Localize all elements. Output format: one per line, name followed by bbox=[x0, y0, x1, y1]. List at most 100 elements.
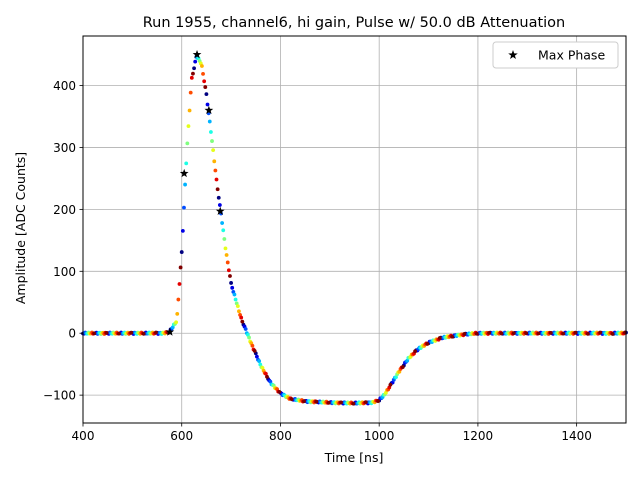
pulse-point bbox=[210, 139, 214, 143]
pulse-point bbox=[185, 141, 190, 146]
pulse-point bbox=[117, 331, 121, 336]
pulse-point bbox=[263, 371, 268, 376]
pulse-point bbox=[215, 187, 220, 192]
pulse-point bbox=[170, 325, 175, 330]
pulse-point bbox=[104, 331, 109, 335]
pulse-point bbox=[200, 64, 204, 68]
pulse-point bbox=[175, 312, 180, 316]
pulse-point bbox=[561, 331, 566, 336]
pulse-point bbox=[182, 205, 186, 210]
max-phase-star bbox=[165, 327, 175, 336]
x-tick-label: 600 bbox=[170, 429, 193, 443]
pulse-point bbox=[277, 389, 282, 394]
pulse-point bbox=[585, 331, 590, 336]
pulse-point bbox=[225, 260, 230, 265]
legend-star-icon bbox=[508, 50, 518, 60]
legend: Max Phase bbox=[492, 41, 619, 69]
x-tick-label: 1200 bbox=[463, 429, 494, 443]
y-tick-label: 400 bbox=[53, 79, 76, 93]
pulse-point bbox=[233, 297, 238, 302]
pulse-point bbox=[226, 268, 231, 273]
pulse-point bbox=[201, 71, 205, 76]
pulse-point bbox=[229, 281, 233, 285]
pulse-point bbox=[203, 85, 208, 89]
pulse-point bbox=[191, 71, 195, 76]
pulse-point bbox=[202, 79, 207, 84]
pulse-point bbox=[180, 228, 185, 233]
pulse-point bbox=[230, 285, 235, 290]
pulse-point bbox=[193, 59, 198, 64]
pulse-point bbox=[302, 399, 306, 404]
pulse-point bbox=[339, 400, 343, 405]
max-phase-star bbox=[179, 168, 189, 178]
pulse-point bbox=[176, 297, 181, 302]
pulse-point bbox=[462, 332, 467, 336]
pulse-point bbox=[222, 237, 227, 241]
pulse-point bbox=[214, 177, 219, 182]
pulse-point bbox=[183, 182, 187, 187]
pulse-point bbox=[260, 365, 265, 370]
pulse-point bbox=[209, 130, 213, 134]
chart-title: Run 1955, channel6, hi gain, Pulse w/ 50… bbox=[143, 15, 566, 31]
pulse-point bbox=[536, 331, 541, 336]
pulse-point bbox=[252, 349, 257, 353]
pulse-point bbox=[216, 195, 221, 200]
pulse-point bbox=[610, 332, 615, 336]
x-tick-label: 1400 bbox=[561, 429, 592, 443]
pulse-point bbox=[205, 102, 210, 107]
pulse-point bbox=[499, 331, 504, 336]
pulse-point bbox=[129, 330, 134, 335]
pulse-point bbox=[254, 354, 259, 359]
pulse-point bbox=[178, 265, 183, 270]
pulse-point bbox=[487, 330, 492, 335]
pulse-point bbox=[524, 331, 529, 336]
pulse-point bbox=[247, 335, 251, 340]
pulse-point bbox=[239, 315, 244, 320]
pulse-point bbox=[573, 330, 578, 335]
pulse-point bbox=[232, 292, 237, 297]
x-tick-label: 1000 bbox=[364, 429, 395, 443]
pulse-point bbox=[189, 75, 194, 80]
pulse-point bbox=[237, 309, 241, 314]
pulse-point bbox=[425, 342, 430, 346]
y-tick-label: −100 bbox=[43, 389, 76, 403]
pulse-point bbox=[179, 250, 184, 254]
y-tick-label: 0 bbox=[68, 327, 76, 341]
pulse-point bbox=[235, 304, 240, 309]
y-axis-label: Amplitude [ADC Counts] bbox=[13, 152, 28, 304]
max-phase-star bbox=[192, 49, 202, 59]
axis-ticks: 400 600 800 1000 1200 1400 −100 0 100 200 300 400 bbox=[43, 79, 592, 443]
pulse-point bbox=[265, 374, 269, 379]
legend-box bbox=[492, 41, 619, 69]
pulse-point bbox=[257, 359, 262, 363]
x-axis-label: Time [ns] bbox=[324, 450, 384, 465]
pulse-point bbox=[184, 161, 189, 166]
pulse-point bbox=[511, 331, 516, 336]
pulse-point bbox=[314, 399, 319, 404]
pulse-point bbox=[351, 401, 356, 406]
y-tick-label: 300 bbox=[53, 141, 76, 155]
max-phase-star bbox=[215, 206, 225, 215]
pulse-point bbox=[243, 327, 248, 331]
pulse-point bbox=[224, 253, 229, 257]
pulse-point bbox=[228, 274, 232, 278]
pulse-point bbox=[400, 365, 405, 369]
pulse-point bbox=[289, 397, 294, 402]
pulse-point bbox=[363, 400, 368, 405]
pulse-point bbox=[207, 119, 212, 124]
plot-frame bbox=[82, 35, 627, 424]
pulse-point bbox=[186, 124, 191, 129]
pulse-point bbox=[187, 108, 192, 113]
pulse-point bbox=[437, 336, 442, 340]
pulse-point bbox=[192, 66, 196, 71]
pulse-point bbox=[598, 330, 603, 335]
pulse-point bbox=[474, 331, 479, 336]
max-phase-star bbox=[204, 105, 214, 115]
pulse-point bbox=[223, 246, 228, 251]
pulse-point bbox=[240, 319, 245, 324]
pulse-point bbox=[174, 320, 179, 325]
pulse-point bbox=[217, 203, 222, 207]
pulse-point bbox=[141, 331, 146, 336]
